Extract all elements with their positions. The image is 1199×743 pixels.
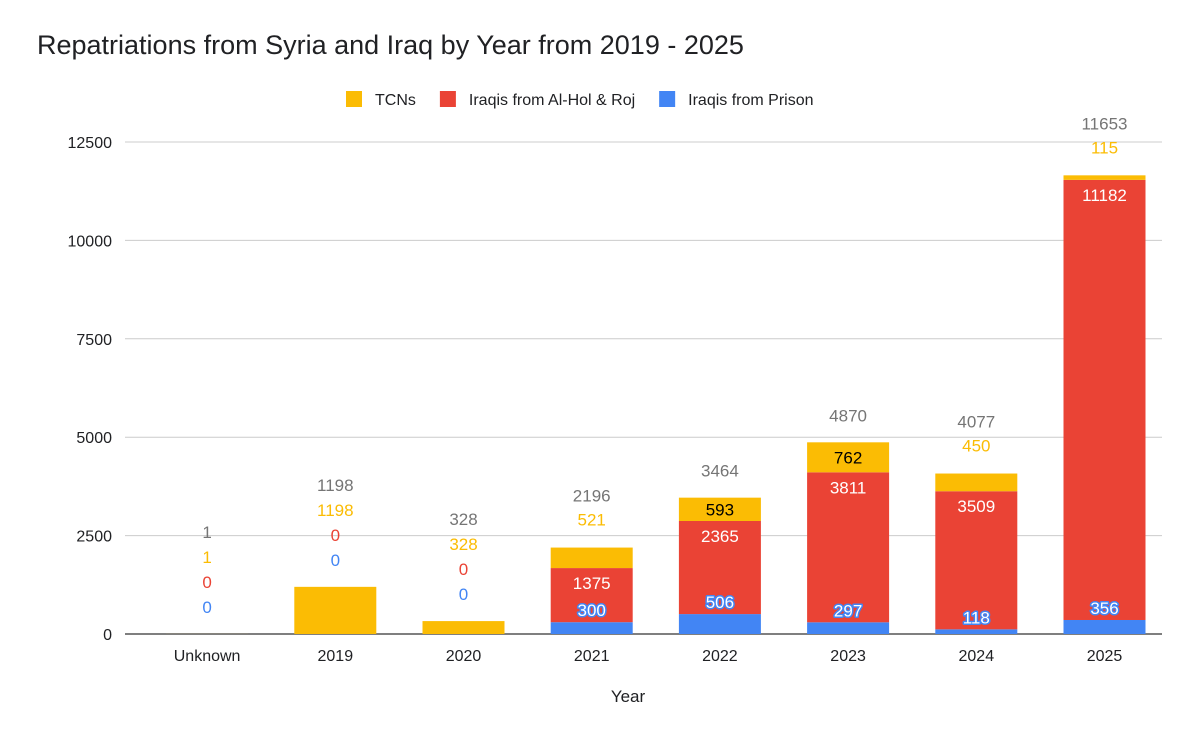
y-tick-label: 10000 [68, 233, 113, 250]
data-label: 0 [331, 526, 340, 545]
data-label: 4870 [829, 406, 867, 425]
bar-segment [294, 586, 377, 634]
x-tick-label: Unknown [174, 648, 241, 665]
data-label: 3811 [830, 478, 867, 497]
bar-segment [550, 547, 633, 569]
data-label: 0 [202, 598, 211, 617]
bar-segment [678, 520, 761, 615]
data-label: 328 [449, 510, 477, 529]
bar-segment [1063, 619, 1146, 634]
y-tick-label: 0 [103, 627, 112, 644]
bar-segment [807, 442, 890, 473]
data-label: 115 [1091, 138, 1118, 157]
legend-swatch [659, 91, 676, 107]
data-label: 118 [963, 608, 990, 627]
bar-segment [935, 473, 1018, 492]
data-label: 356 [1090, 599, 1118, 618]
data-label: 3464 [701, 462, 739, 481]
x-axis-title: Year [611, 687, 646, 706]
data-label: 4077 [957, 413, 995, 432]
bar-segment [678, 614, 761, 634]
data-label: 1 [202, 548, 211, 567]
data-label: 1198 [317, 476, 354, 495]
x-tick-label: 2019 [318, 648, 354, 665]
x-tick-label: 2025 [1087, 648, 1123, 665]
data-label: 0 [459, 585, 468, 604]
data-label: 328 [449, 535, 477, 554]
legend-label: TCNs [375, 92, 416, 109]
data-label: 593 [706, 500, 734, 519]
bar-segment [935, 629, 1018, 634]
x-axis-ticks: Unknown 2019 2020 2021 2022 2023 2024 2025 [174, 648, 1123, 665]
bar-segment [1063, 175, 1146, 180]
data-label: 2196 [573, 487, 611, 506]
data-labels: 1 1 0 0 1198 1198 0 0 328 328 0 0 300 1375 521 2196 506 2… [202, 114, 1127, 629]
data-label: 1375 [573, 574, 611, 593]
legend-label: Iraqis from Al-Hol & Roj [469, 92, 635, 109]
data-label: 0 [331, 551, 340, 570]
legend-label: Iraqis from Prison [688, 92, 813, 109]
bars [166, 175, 1146, 634]
data-label: 2365 [701, 527, 739, 546]
data-label: 11653 [1081, 114, 1127, 133]
data-label: 1 [202, 523, 211, 542]
bar-segment [550, 568, 633, 623]
chart-title: Repatriations from Syria and Iraq by Yea… [37, 30, 744, 60]
bar-segment [807, 622, 890, 634]
bar-segment [422, 621, 505, 634]
data-label: 300 [578, 601, 606, 620]
x-tick-label: 2022 [702, 648, 738, 665]
y-axis-ticks: 0 2500 5000 7500 10000 12500 [68, 135, 113, 644]
y-tick-label: 2500 [76, 529, 112, 546]
bar-segment [935, 491, 1018, 630]
data-label: 0 [202, 573, 211, 592]
x-tick-label: 2021 [574, 648, 610, 665]
legend: TCNs Iraqis from Al-Hol & Roj Iraqis from … [346, 91, 814, 109]
data-label: 450 [962, 437, 990, 456]
data-label: 3509 [957, 497, 995, 516]
y-tick-label: 5000 [76, 430, 112, 447]
x-tick-label: 2023 [830, 648, 866, 665]
bar-segment [807, 472, 890, 623]
data-label: 1198 [317, 501, 354, 520]
legend-swatch [439, 91, 456, 107]
data-label: 297 [834, 601, 862, 620]
bar-segment [678, 497, 761, 521]
y-tick-label: 7500 [76, 332, 112, 349]
data-label: 0 [459, 560, 468, 579]
y-tick-label: 12500 [68, 135, 113, 152]
data-label: 11182 [1082, 186, 1127, 205]
x-tick-label: 2024 [959, 648, 995, 665]
bar-segment [550, 622, 633, 634]
legend-swatch [346, 91, 362, 107]
data-label: 506 [706, 593, 734, 612]
x-tick-label: 2020 [446, 648, 482, 665]
bar-segment [1063, 179, 1146, 620]
data-label: 521 [578, 511, 606, 530]
data-label: 762 [834, 448, 862, 467]
